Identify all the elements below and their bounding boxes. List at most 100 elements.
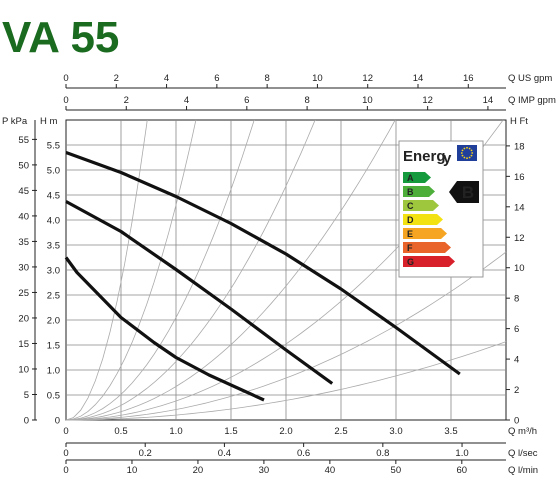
energy-class-arrow [403,242,451,253]
axis-kpa-tick-label: 5 [24,390,29,401]
axis-m3h-tick-label: 3.5 [444,426,457,437]
energy-class-arrow [403,256,455,267]
eu-flag-star [461,154,464,157]
axis-l-min-tick-label: 50 [391,465,402,476]
chart-title: VA 55 [2,13,120,62]
eu-flag-star [468,156,471,159]
energy-class-arrow [403,228,447,239]
axis-l-sec-tick-label: 0.6 [297,448,310,459]
axis-kpa-tick-label: 10 [18,364,29,375]
axis-m3h-tick-label: 3.0 [389,426,402,437]
axis-h-ft-label: H Ft [510,116,528,127]
axis-h-m-tick-label: 0 [55,416,60,427]
axis-l-sec-tick-label: 0 [63,448,68,459]
axis-us-gpm-tick-label: 10 [312,73,323,84]
axis-m3h-tick-label: 2.0 [279,426,292,437]
axis-us-gpm-tick-label: 16 [463,73,474,84]
axis-us-gpm-label: Q US gpm [508,73,552,84]
energy-rating-letter: B [462,183,474,202]
energy-class-letter: D [407,215,414,225]
eu-flag-star [471,152,474,154]
eu-flag-star [468,147,471,150]
axis-h-m-tick-label: 3.0 [47,266,60,277]
axis-h-m-tick-label: 5.0 [47,166,60,177]
system-curve [65,119,255,421]
axis-imp-gpm-tick-label: 10 [362,95,373,106]
axis-us-gpm-tick-label: 4 [164,73,169,84]
axis-h-ft-tick-label: 10 [514,263,525,274]
energy-class-letter: E [407,229,413,239]
axis-l-sec-tick-label: 0.8 [376,448,389,459]
eu-flag-star [463,147,466,150]
axis-h-ft-tick-label: 18 [514,141,525,152]
axis-us-gpm-tick-label: 2 [114,73,119,84]
eu-flag-star [470,149,473,152]
axis-h-m-label: H m [40,116,58,127]
axis-h-ft-tick-label: 16 [514,172,525,183]
axis-kpa-tick-label: 20 [18,313,29,324]
eu-flag-star [466,146,468,149]
system-curve [66,251,507,421]
energy-class-letter: F [407,243,413,253]
system-curve [65,119,148,421]
axis-l-min-tick-label: 0 [63,465,68,476]
axis-h-m-tick-label: 3.5 [47,241,60,252]
eu-flag-star [461,149,464,152]
axis-h-m-tick-label: 2.5 [47,291,60,302]
eu-flag-star [463,156,466,159]
axis-h-ft-tick-label: 2 [514,385,519,396]
axis-imp-gpm-label: Q IMP gpm [508,95,556,106]
axis-h-m-tick-label: 4.0 [47,216,60,227]
axis-kpa-tick-label: 40 [18,211,29,222]
axis-kpa-tick-label: 25 [18,288,29,299]
energy-class-letter: A [407,173,414,183]
eu-flag-star [460,152,463,154]
system-curve [65,119,396,421]
eu-flag-star [470,154,473,157]
axis-us-gpm-tick-label: 6 [214,73,219,84]
axis-imp-gpm-tick-label: 4 [184,95,189,106]
axis-h-ft-tick-label: 6 [514,324,519,335]
performance-curves [64,150,461,402]
axis-l-min-label: Q l/min [508,465,538,476]
system-curves [65,119,507,421]
axis-l-sec-label: Q l/sec [508,448,538,459]
axis-kpa-tick-label: 45 [18,186,29,197]
axis-imp-gpm-tick-label: 2 [124,95,129,106]
axis-h-m-tick-label: 1.0 [47,366,60,377]
system-curve [65,119,197,421]
pump-curve [65,150,461,376]
energy-class-arrow [403,214,443,225]
axis-l-min-tick-label: 20 [193,465,204,476]
energy-class-letter: C [407,201,414,211]
axis-h-m-tick-label: 4.5 [47,191,60,202]
axis-kpa-tick-label: 55 [18,135,29,146]
axis-m3h-tick-label: 1.5 [224,426,237,437]
eu-flag-star [466,157,468,160]
axis-h-m-tick-label: 1.5 [47,341,60,352]
axis-kpa-tick-label: 0 [24,416,29,427]
axis-imp-gpm-tick-label: 8 [304,95,309,106]
axis-m3h-tick-label: 0 [63,426,68,437]
axis-imp-gpm-tick-label: 0 [63,95,68,106]
energy-rating-pointer [449,181,479,203]
eu-flag-icon [457,145,477,161]
pump-curve [64,256,265,402]
axis-us-gpm-tick-label: 8 [264,73,269,84]
axis-h-ft-tick-label: 4 [514,355,519,366]
energy-class-letter: G [407,257,414,267]
axis-m3h-tick-label: 0.5 [114,426,127,437]
axis-m3h-tick-label: 2.5 [334,426,347,437]
axis-kpa-tick-label: 35 [18,237,29,248]
axis-h-m-tick-label: 0.5 [47,391,60,402]
energy-class-arrow [403,200,439,211]
axis-m3h-label: Q m³/h [508,426,537,437]
axis-l-sec-tick-label: 0.2 [139,448,152,459]
axis-l-min-tick-label: 40 [325,465,336,476]
axis-h-ft-tick-label: 0 [514,416,519,427]
axis-us-gpm-tick-label: 14 [413,73,424,84]
axis-l-min-tick-label: 60 [457,465,468,476]
axis-h-m-tick-label: 2.0 [47,316,60,327]
